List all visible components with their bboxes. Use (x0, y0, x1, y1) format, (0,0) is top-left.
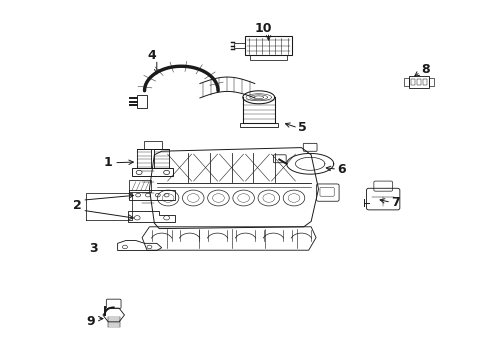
Text: 4: 4 (147, 49, 156, 62)
Text: 3: 3 (89, 242, 98, 255)
Text: 2: 2 (73, 199, 82, 212)
Text: 1: 1 (103, 156, 112, 169)
Text: 7: 7 (392, 196, 400, 209)
Text: 6: 6 (338, 163, 346, 176)
Text: 8: 8 (421, 63, 430, 76)
Text: 9: 9 (86, 315, 95, 328)
Text: 10: 10 (255, 22, 272, 35)
Text: 5: 5 (298, 121, 307, 134)
